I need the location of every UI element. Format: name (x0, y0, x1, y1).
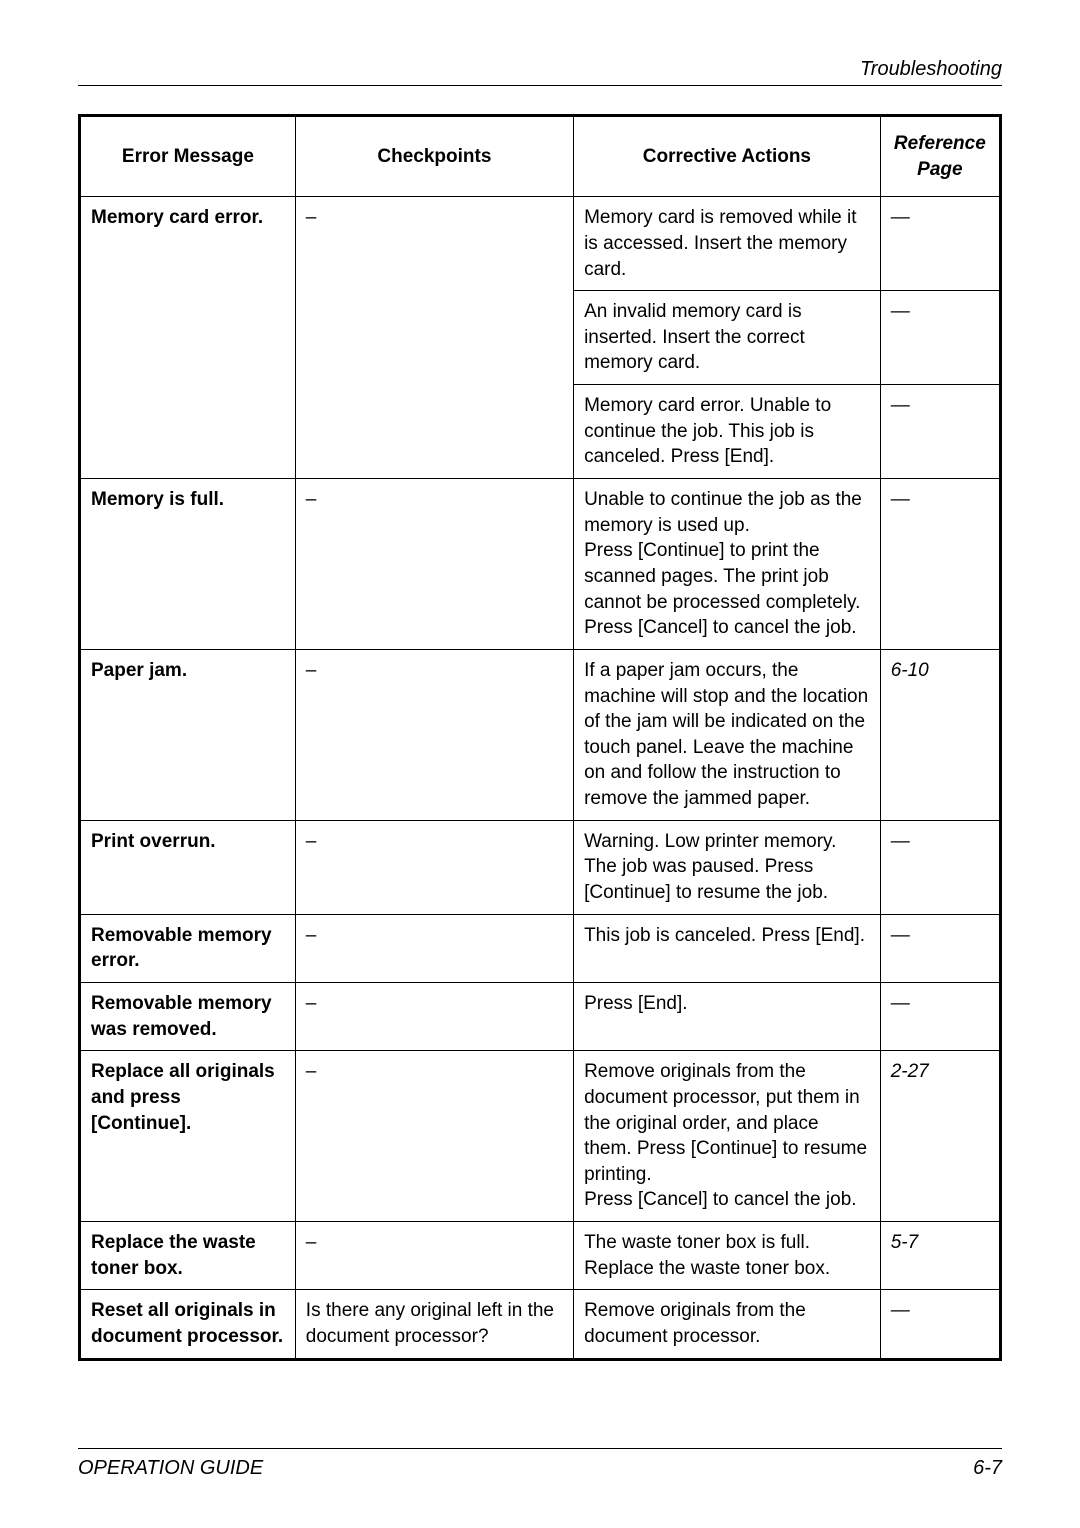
table-row: Removable memory error. – This job is ca… (80, 914, 1001, 982)
cell-error: Paper jam. (80, 649, 296, 820)
footer-right: 6-7 (973, 1457, 1002, 1480)
cell-checkpoint: – (295, 914, 573, 982)
header-reference-page: Reference Page (880, 116, 1000, 197)
cell-error: Replace the waste toner box. (80, 1222, 296, 1290)
cell-action: Unable to continue the job as the memory… (574, 479, 881, 650)
cell-checkpoint: – (295, 197, 573, 479)
table-header-row: Error Message Checkpoints Corrective Act… (80, 116, 1001, 197)
page-footer: OPERATION GUIDE 6-7 (78, 1448, 1002, 1480)
cell-ref: 6-10 (880, 649, 1000, 820)
table-row: Memory card error. – Memory card is remo… (80, 197, 1001, 291)
cell-error: Removable memory error. (80, 914, 296, 982)
header-corrective-actions: Corrective Actions (574, 116, 881, 197)
table-row: Reset all originals in document processo… (80, 1290, 1001, 1359)
cell-ref: — (880, 197, 1000, 291)
cell-checkpoint: Is there any original left in the docume… (295, 1290, 573, 1359)
cell-action: Warning. Low printer memory. The job was… (574, 820, 881, 914)
cell-action: Press [End]. (574, 982, 881, 1050)
cell-ref: 5-7 (880, 1222, 1000, 1290)
cell-ref: — (880, 820, 1000, 914)
cell-ref: — (880, 982, 1000, 1050)
cell-ref: — (880, 291, 1000, 385)
manual-page: Troubleshooting Error Message Checkpoint… (0, 0, 1080, 1528)
cell-error: Removable memory was removed. (80, 982, 296, 1050)
cell-action: Remove originals from the document proce… (574, 1051, 881, 1222)
error-message-table: Error Message Checkpoints Corrective Act… (78, 114, 1002, 1361)
cell-checkpoint: – (295, 1222, 573, 1290)
page-header: Troubleshooting (78, 58, 1002, 86)
cell-checkpoint: – (295, 1051, 573, 1222)
cell-ref: — (880, 385, 1000, 479)
cell-ref: — (880, 914, 1000, 982)
cell-checkpoint: – (295, 649, 573, 820)
cell-checkpoint: – (295, 982, 573, 1050)
cell-action: Memory card is removed while it is acces… (574, 197, 881, 291)
cell-checkpoint: – (295, 479, 573, 650)
table-row: Paper jam. – If a paper jam occurs, the … (80, 649, 1001, 820)
header-checkpoints: Checkpoints (295, 116, 573, 197)
cell-checkpoint: – (295, 820, 573, 914)
cell-action: An invalid memory card is inserted. Inse… (574, 291, 881, 385)
cell-error: Reset all originals in document processo… (80, 1290, 296, 1359)
cell-ref: — (880, 479, 1000, 650)
cell-error: Memory card error. (80, 197, 296, 479)
table-row: Memory is full. – Unable to continue the… (80, 479, 1001, 650)
cell-action: Memory card error. Unable to continue th… (574, 385, 881, 479)
cell-action: The waste toner box is full. Replace the… (574, 1222, 881, 1290)
cell-ref: — (880, 1290, 1000, 1359)
cell-error: Memory is full. (80, 479, 296, 650)
table-body: Memory card error. – Memory card is remo… (80, 197, 1001, 1359)
table-row: Print overrun. – Warning. Low printer me… (80, 820, 1001, 914)
table-row: Replace all originals and press [Continu… (80, 1051, 1001, 1222)
footer-left: OPERATION GUIDE (78, 1457, 263, 1480)
cell-action: Remove originals from the document proce… (574, 1290, 881, 1359)
cell-action: This job is canceled. Press [End]. (574, 914, 881, 982)
cell-ref: 2-27 (880, 1051, 1000, 1222)
section-title: Troubleshooting (860, 58, 1002, 80)
cell-error: Replace all originals and press [Continu… (80, 1051, 296, 1222)
header-error-message: Error Message (80, 116, 296, 197)
cell-action: If a paper jam occurs, the machine will … (574, 649, 881, 820)
table-row: Removable memory was removed. – Press [E… (80, 982, 1001, 1050)
table-row: Replace the waste toner box. – The waste… (80, 1222, 1001, 1290)
cell-error: Print overrun. (80, 820, 296, 914)
